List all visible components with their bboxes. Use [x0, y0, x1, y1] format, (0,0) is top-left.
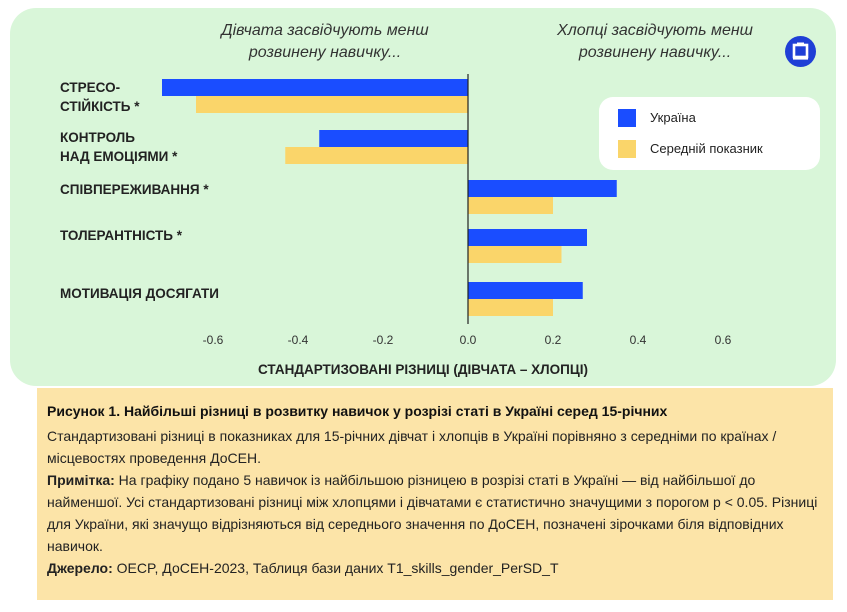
bar-ukraine-4	[468, 282, 583, 299]
note-label: Примітка:	[47, 472, 115, 488]
x-axis-title: СТАНДАРТИЗОВАНІ РІЗНИЦІ (ДІВЧАТА – ХЛОПЦ…	[258, 362, 588, 377]
figure-source: Джерело: OECP, ДоСЕН-2023, Таблиця бази …	[47, 557, 823, 579]
source-label: Джерело:	[47, 560, 113, 576]
bar-average-1	[285, 147, 468, 164]
category-label: МОТИВАЦІЯ ДОСЯГАТИ	[60, 286, 219, 301]
bar-average-2	[468, 197, 553, 214]
legend: Україна Середній показник	[599, 97, 820, 170]
bar-ukraine-0	[162, 79, 468, 96]
right-heading: Хлопці засвідчують менш розвинену навичк…	[557, 22, 753, 61]
x-tick-label: -0.6	[203, 333, 224, 347]
bar-ukraine-1	[319, 130, 468, 147]
category-label: ТОЛЕРАНТНІСТЬ *	[60, 228, 182, 243]
source-text: OECP, ДоСЕН-2023, Таблиця бази даних T1_…	[112, 560, 559, 576]
bar-average-3	[468, 246, 562, 263]
figure-note: Примітка: На графіку подано 5 навичок із…	[47, 469, 823, 557]
left-heading: Дівчата засвідчують менш розвинену навич…	[221, 22, 429, 61]
figure-description: Стандартизовані різниці в показниках для…	[47, 428, 777, 466]
x-tick-label: 0.0	[460, 333, 477, 347]
x-tick-label: -0.2	[373, 333, 394, 347]
x-tick-label: 0.4	[630, 333, 647, 347]
bar-ukraine-2	[468, 180, 617, 197]
oecd-logo-icon	[785, 36, 816, 67]
bar-chart: -0.6 -0.4 -0.2 0.0 0.2 0.4 0.6 СТАНДАРТИЗОВАНІ …	[162, 74, 732, 377]
bar-average-0	[196, 96, 468, 113]
bar-ukraine-3	[468, 229, 587, 246]
category-label: СТРЕСО- СТІЙКІСТЬ *	[60, 80, 140, 114]
legend-label-ukraine: Україна	[650, 110, 696, 125]
legend-label-average: Середній показник	[650, 141, 763, 156]
bar-average-4	[468, 299, 553, 316]
note-text: На графіку подано 5 навичок із найбільшо…	[47, 472, 818, 554]
category-label: СПІВПЕРЕЖИВАННЯ *	[60, 182, 209, 197]
caption-panel: Рисунок 1. Найбільші різниці в розвитку …	[37, 388, 833, 600]
legend-swatch-ukraine	[618, 109, 636, 127]
figure-title: Рисунок 1. Найбільші різниці в розвитку …	[47, 403, 668, 419]
chart-panel: Дівчата засвідчують менш розвинену навич…	[10, 8, 836, 386]
legend-swatch-average	[618, 140, 636, 158]
x-tick-label: -0.4	[288, 333, 309, 347]
category-label: КОНТРОЛЬ НАД ЕМОЦІЯМИ *	[60, 130, 178, 164]
x-tick-label: 0.6	[715, 333, 732, 347]
x-tick-label: 0.2	[545, 333, 562, 347]
